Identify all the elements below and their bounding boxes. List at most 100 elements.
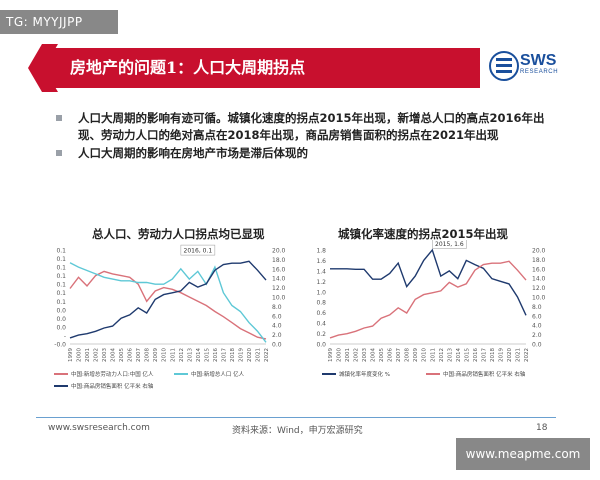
left-axis-tick-label: 0.0 <box>56 324 66 331</box>
left-axis-tick-label: 0.0 <box>316 342 326 349</box>
x-axis-tick-label: 2005 <box>379 348 385 362</box>
right-axis-tick-label: 0.0 <box>272 342 282 349</box>
legend-label: 中国:商品房销售面积 亿平米 右轴 <box>443 370 526 378</box>
footer-url: www.swsresearch.com <box>48 423 150 433</box>
x-axis-tick-label: 2012 <box>439 348 445 362</box>
chart-1-svg: 0.10.10.10.10.10.10.10.00.00.0--0.020.01… <box>54 244 286 390</box>
right-axis-tick-label: 12.0 <box>272 285 286 292</box>
right-axis-tick-label: 8.0 <box>532 304 542 311</box>
annotation-label: 2015, 1.6 <box>435 241 464 248</box>
chart-2-svg: 1.8 1.6 1.4 1.2 1.0 0.8 0.6 0.4 0.2 0.0 20.0 18.0 16… <box>316 240 546 378</box>
sws-logo-icon <box>489 51 519 81</box>
left-axis-tick-label: 0.1 <box>56 282 66 289</box>
x-axis-tick-label: 2019 <box>498 348 504 362</box>
x-axis-tick-label: 2010 <box>162 348 168 362</box>
right-axis-tick-label: 4.0 <box>532 323 542 330</box>
left-axis-tick-label: 1.4 <box>316 268 326 275</box>
x-axis-tick-label: 2018 <box>230 348 236 362</box>
right-axis-tick-label: 6.0 <box>532 313 542 320</box>
right-axis-tick-label: 18.0 <box>272 257 286 264</box>
x-axis-tick-label: 2014 <box>456 348 462 362</box>
left-axis-tick-label: 0.1 <box>56 265 66 272</box>
x-axis-tick-label: 2004 <box>111 348 117 362</box>
right-axis-tick-label: 2.0 <box>532 332 542 339</box>
x-axis-tick-label: 2022 <box>524 348 530 362</box>
right-axis-tick-label: 10.0 <box>272 295 286 302</box>
left-axis-tick-label: 0.0 <box>56 316 66 323</box>
left-axis-tick-label: 1.8 <box>316 248 326 255</box>
series-line-2 <box>69 262 267 343</box>
x-axis-tick-label: 2002 <box>94 348 100 362</box>
right-axis-tick-label: 16.0 <box>532 266 546 273</box>
left-axis-tick-label: 1.2 <box>316 279 326 286</box>
logo-name: SWS <box>520 52 557 69</box>
x-axis-tick-label: 2014 <box>196 348 202 362</box>
bullet-square-icon <box>56 150 62 156</box>
x-axis-tick-label: 1999 <box>328 348 334 362</box>
right-axis-tick-label: 20.0 <box>532 248 546 255</box>
legend-label: 中国:商品房销售面积 亿平米 右轴 <box>71 382 154 390</box>
x-axis-tick-label: 2008 <box>145 348 151 362</box>
left-axis-tick-label: 0.8 <box>316 300 326 307</box>
left-axis-tick-label: 0.1 <box>56 248 66 255</box>
x-axis-tick-label: 2016 <box>473 348 479 362</box>
x-axis-tick-label: 2003 <box>102 348 108 362</box>
footer-source: 资料来源：Wind，申万宏源研究 <box>232 426 363 436</box>
x-axis-tick-label: 2020 <box>247 348 253 362</box>
header-bar <box>42 48 480 88</box>
x-axis-tick-label: 2013 <box>187 348 193 362</box>
x-axis-tick-label: 2008 <box>405 348 411 362</box>
legend-label: 中国:新增总劳动力人口:中国 亿人 <box>71 370 154 378</box>
left-axis-tick-label: 0.1 <box>56 256 66 263</box>
watermark-bottom-badge: www.meapme.com <box>456 438 590 470</box>
x-axis-tick-label: 2011 <box>170 348 176 362</box>
x-axis-tick-label: 2022 <box>264 348 270 362</box>
x-axis-tick-label: 2000 <box>77 348 83 362</box>
logo-subtitle: RESEARCH <box>520 69 559 75</box>
x-axis-tick-label: 2017 <box>221 348 227 362</box>
x-axis-tick-label: 2015 <box>204 348 210 362</box>
x-axis-tick-label: 2015 <box>464 348 470 362</box>
right-axis-tick-label: 0.0 <box>532 342 542 349</box>
chart-2-title: 城镇化率速度的拐点2015年出现 <box>338 227 509 241</box>
x-axis-tick-label: 2017 <box>481 348 487 362</box>
right-axis-tick-label: 8.0 <box>272 304 282 311</box>
x-axis-tick-label: 2006 <box>128 348 134 362</box>
right-axis-tick-label: 4.0 <box>272 323 282 330</box>
watermark-top-badge: TG: MYYJJPP <box>0 10 118 34</box>
left-axis-tick-label: 0.6 <box>316 310 326 317</box>
x-axis-tick-label: 2021 <box>255 348 261 362</box>
x-axis-tick-label: 2011 <box>430 348 436 362</box>
legend-label: 中国:新增总人口 亿人 <box>191 370 245 378</box>
x-axis-tick-label: 2000 <box>337 348 343 362</box>
bullet-square-icon <box>56 115 62 121</box>
right-axis-tick-label: 16.0 <box>272 266 286 273</box>
x-axis-tick-label: 2004 <box>371 348 377 362</box>
left-axis-tick-label: -0.0 <box>54 342 66 349</box>
x-axis-tick-label: 2001 <box>85 348 91 362</box>
x-axis-tick-label: 2016 <box>213 348 219 362</box>
series-line-2 <box>329 260 527 339</box>
left-axis-tick-label: 0.4 <box>316 321 326 328</box>
right-axis-tick-label: 6.0 <box>272 313 282 320</box>
right-axis-tick-label: 10.0 <box>532 295 546 302</box>
left-axis-tick-label: 0.1 <box>56 299 66 306</box>
left-axis-tick-label: 0.0 <box>56 307 66 314</box>
x-axis-tick-label: 2005 <box>119 348 125 362</box>
right-axis-tick-label: 12.0 <box>532 285 546 292</box>
x-axis-tick-label: 2007 <box>396 348 402 362</box>
x-axis-tick-label: 2002 <box>354 348 360 362</box>
x-axis-tick-label: 2007 <box>136 348 142 362</box>
right-axis-tick-label: 2.0 <box>272 332 282 339</box>
series-line-3 <box>69 260 267 339</box>
x-axis-tick-label: 2021 <box>515 348 521 362</box>
right-axis-tick-label: 14.0 <box>272 276 286 283</box>
series-line-1 <box>330 248 527 316</box>
x-axis-tick-label: 2009 <box>413 348 419 362</box>
annotation-label: 2016, 0.1 <box>184 248 213 255</box>
series-line-1 <box>69 270 267 340</box>
x-axis-tick-label: 2018 <box>490 348 496 362</box>
chart-1-title: 总人口、劳动力人口拐点均已显现 <box>92 227 265 241</box>
left-axis-tick-label: 0.2 <box>316 331 326 338</box>
annotation-box <box>432 240 467 249</box>
